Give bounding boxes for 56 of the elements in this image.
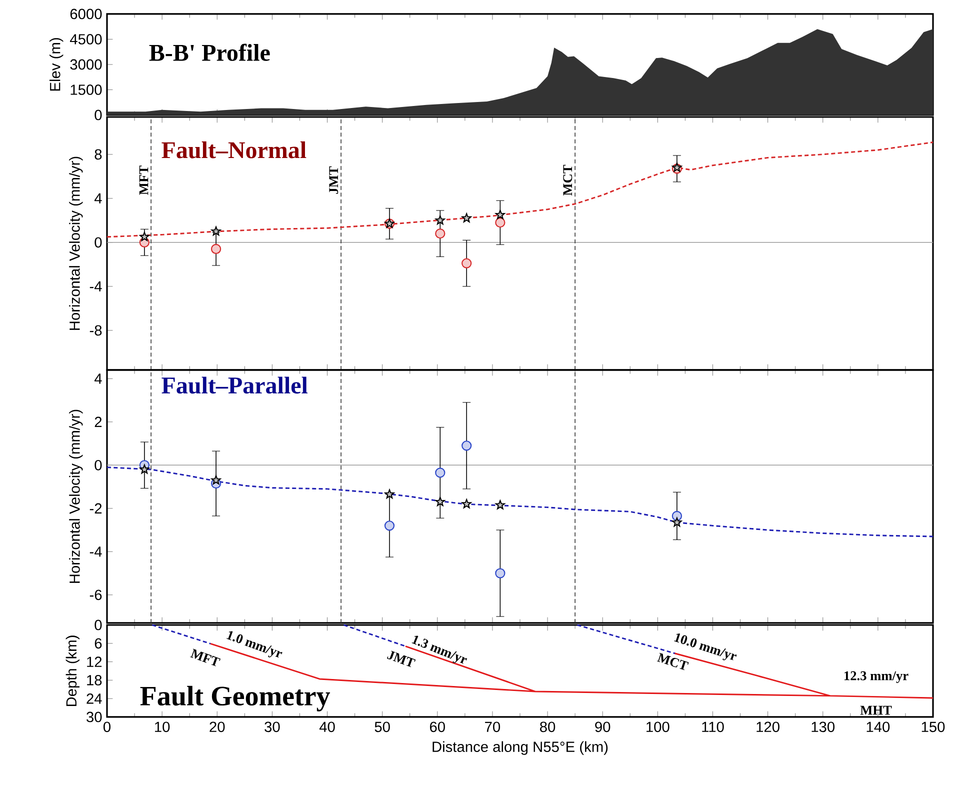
- y-tick-label: 2: [94, 416, 102, 428]
- x-tick-label: 100: [646, 722, 670, 732]
- y-tick-label: -4: [90, 281, 102, 292]
- y-axis-title: Depth (km): [66, 636, 80, 706]
- y-tick-label: 0: [94, 620, 102, 630]
- y-axis-title: Horizontal Velocity (mm/yr): [69, 410, 83, 583]
- y-tick-label: 24: [86, 693, 102, 704]
- y-tick-label: 6000: [70, 8, 102, 20]
- annotation: MFT: [190, 648, 221, 666]
- x-tick-label: 50: [374, 722, 390, 732]
- text: Fault Geometry: [140, 686, 330, 712]
- x-tick-label: 10: [155, 722, 170, 732]
- annotation: JMT: [386, 650, 416, 668]
- x-tick-label: 70: [485, 722, 500, 732]
- x-tick-label: 40: [319, 722, 335, 732]
- x-axis-title: Distance along N55°E (km): [432, 741, 608, 755]
- y-tick-label: 30: [86, 712, 102, 722]
- y-tick-label: 4: [94, 193, 102, 204]
- annotation: MCT: [656, 652, 689, 670]
- text: Fault–Normal: [162, 141, 306, 158]
- y-tick-label: 18: [87, 675, 102, 686]
- ref-line-label: JMT: [329, 166, 338, 194]
- ref-line-label: MFT: [139, 166, 148, 195]
- y-tick-label: 1500: [70, 84, 102, 95]
- x-tick-label: 150: [922, 722, 945, 732]
- x-tick-label: 80: [540, 722, 556, 732]
- y-axis-title: Elev (m): [50, 38, 64, 91]
- y-tick-label: 4: [94, 374, 102, 384]
- x-tick-label: 30: [264, 722, 280, 732]
- y-tick-label: 0: [94, 460, 102, 470]
- y-tick-label: -4: [90, 546, 102, 557]
- x-tick-label: 90: [595, 722, 610, 732]
- x-tick-label: 20: [210, 722, 225, 732]
- annotation: 1.0 mm/yr: [226, 631, 282, 658]
- annotation: MHT: [860, 706, 892, 715]
- y-tick-label: 12: [87, 656, 102, 667]
- y-tick-label: 0: [94, 237, 102, 248]
- y-tick-label: -8: [90, 325, 102, 336]
- x-tick-label: 0: [103, 722, 110, 732]
- x-tick-label: 120: [756, 722, 780, 732]
- chart-title: Fault–Parallel: [162, 376, 308, 394]
- y-axis-title: Horizontal Velocity (mm/yr): [69, 156, 83, 330]
- annotation: 12.3 mm/yr: [844, 671, 908, 684]
- y-tick-label: 8: [94, 149, 102, 160]
- y-tick-label: 3000: [70, 59, 102, 70]
- ref-line-label: MCT: [563, 164, 572, 196]
- x-tick-label: 130: [812, 722, 835, 732]
- x-tick-label: 60: [430, 722, 445, 732]
- y-tick-label: 4500: [70, 34, 102, 44]
- text: B-B' Profile: [149, 44, 270, 61]
- y-tick-label: 6: [94, 638, 102, 649]
- x-tick-label: 140: [866, 722, 890, 732]
- x-tick-label: 110: [702, 722, 724, 732]
- y-tick-label: -6: [90, 590, 102, 600]
- y-tick-label: 0: [94, 110, 102, 120]
- y-tick-label: -2: [90, 503, 102, 514]
